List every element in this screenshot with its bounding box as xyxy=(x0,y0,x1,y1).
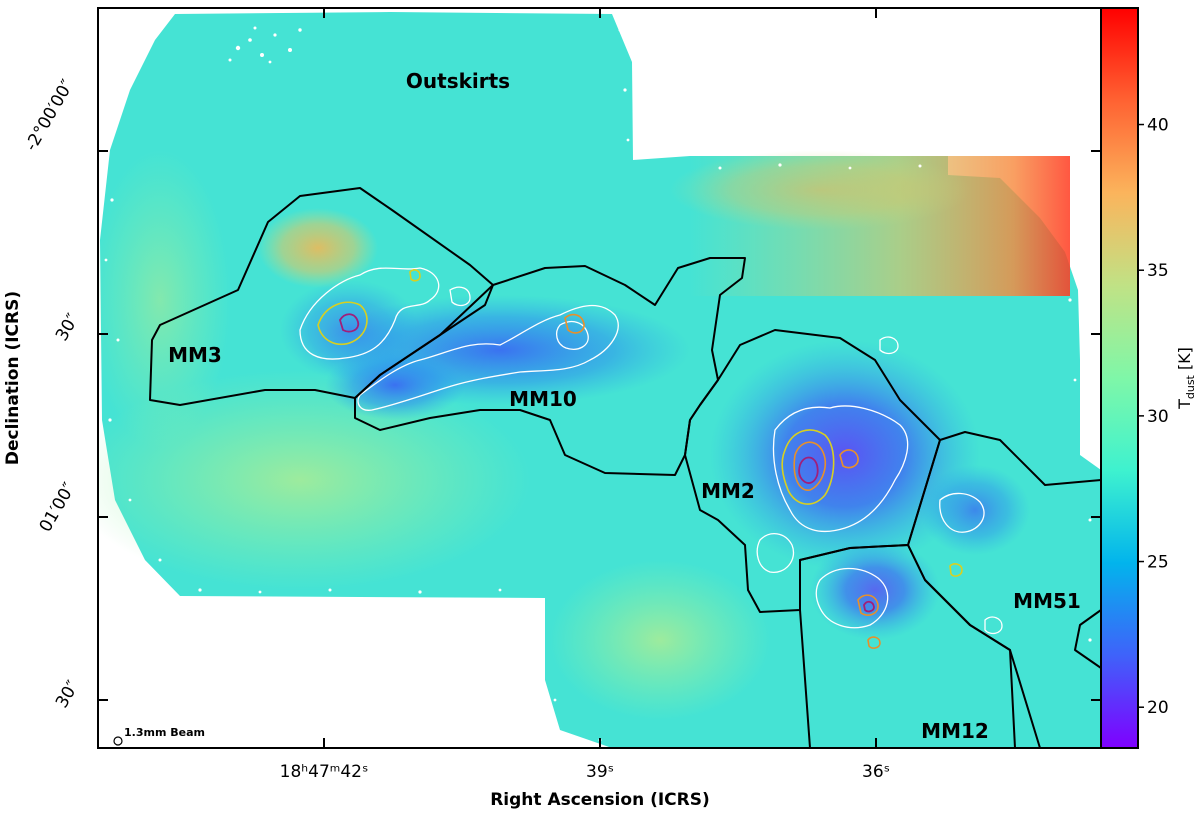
y-tick-label: 30″ xyxy=(52,677,83,711)
cold-core-mm2 xyxy=(710,340,980,570)
colorbar-title-symbol: T xyxy=(1175,399,1194,410)
colorbar-tick-label: 40 xyxy=(1147,116,1169,136)
y-tick-label: -2°00′00″ xyxy=(21,76,78,154)
warm-patch-bottom xyxy=(550,560,770,720)
colorbar-tick-label: 35 xyxy=(1147,261,1169,281)
region-outlines xyxy=(149,187,1101,748)
x-tick-label: 39ˢ xyxy=(586,762,614,782)
warm-patch-left xyxy=(98,150,230,450)
x-axis-title: Right Ascension (ICRS) xyxy=(490,790,710,810)
colorbar-title: Tdust [K] xyxy=(1175,347,1197,410)
region-outline-mm12 xyxy=(799,544,1016,748)
colorbar: 20 25 30 35 40 Tdust [K] xyxy=(1100,7,1197,749)
x-tick-label: 18ʰ47ᵐ42ˢ xyxy=(280,762,369,782)
x-tick-label: 36ˢ xyxy=(862,762,890,782)
region-label-outskirts: Outskirts xyxy=(406,69,510,93)
colorbar-frame xyxy=(1100,7,1139,749)
y-tick-label: 30″ xyxy=(52,310,83,344)
y-axis-title: Declination (ICRS) xyxy=(3,291,23,465)
colorbar-tick-label: 30 xyxy=(1147,407,1169,427)
cold-core-mm51 xyxy=(920,465,1030,555)
region-labels: Outskirts MM3 MM10 MM2 MM51 MM12 xyxy=(168,69,1081,743)
region-outline-mm3 xyxy=(149,187,494,406)
beam-ellipse xyxy=(113,736,123,746)
colorbar-ticks: 20 25 30 35 40 xyxy=(1138,116,1169,718)
region-outline-mm10 xyxy=(354,257,746,476)
region-label-mm51: MM51 xyxy=(1013,589,1081,613)
colorbar-title-subscript: dust xyxy=(1184,374,1197,399)
y-tick-label: 01′00″ xyxy=(36,479,80,535)
colorbar-title-unit: [K] xyxy=(1175,347,1194,375)
beam-label: 1.3mm Beam xyxy=(124,726,205,739)
cold-core-mm3 xyxy=(280,280,420,380)
beam-indicator: 1.3mm Beam xyxy=(113,725,206,746)
warm-band-top-right xyxy=(670,150,970,230)
colorbar-fill xyxy=(1101,8,1138,748)
y-axis xyxy=(98,150,1101,701)
colored-contours xyxy=(317,269,963,649)
warm-blob-mm3 xyxy=(258,208,378,288)
y-tick-labels: -2°00′00″ 30″ 01′00″ 30″ xyxy=(21,76,83,711)
x-axis xyxy=(323,8,877,748)
colorbar-tick-label: 25 xyxy=(1147,553,1169,573)
region-label-mm12: MM12 xyxy=(921,719,989,743)
region-label-mm3: MM3 xyxy=(168,343,222,367)
colorbar-tick-label: 20 xyxy=(1147,698,1169,718)
plot-area: Outskirts MM3 MM10 MM2 MM51 MM12 1.3mm B… xyxy=(98,12,1101,748)
x-tick-labels: 18ʰ47ᵐ42ˢ 39ˢ 36ˢ xyxy=(280,762,890,782)
white-contours xyxy=(299,267,1003,635)
warm-patch-lower-left xyxy=(98,370,530,590)
region-label-mm2: MM2 xyxy=(701,479,755,503)
region-label-mm10: MM10 xyxy=(509,387,577,411)
noise-speckle xyxy=(104,26,1092,742)
cold-core-mm12 xyxy=(810,540,940,640)
